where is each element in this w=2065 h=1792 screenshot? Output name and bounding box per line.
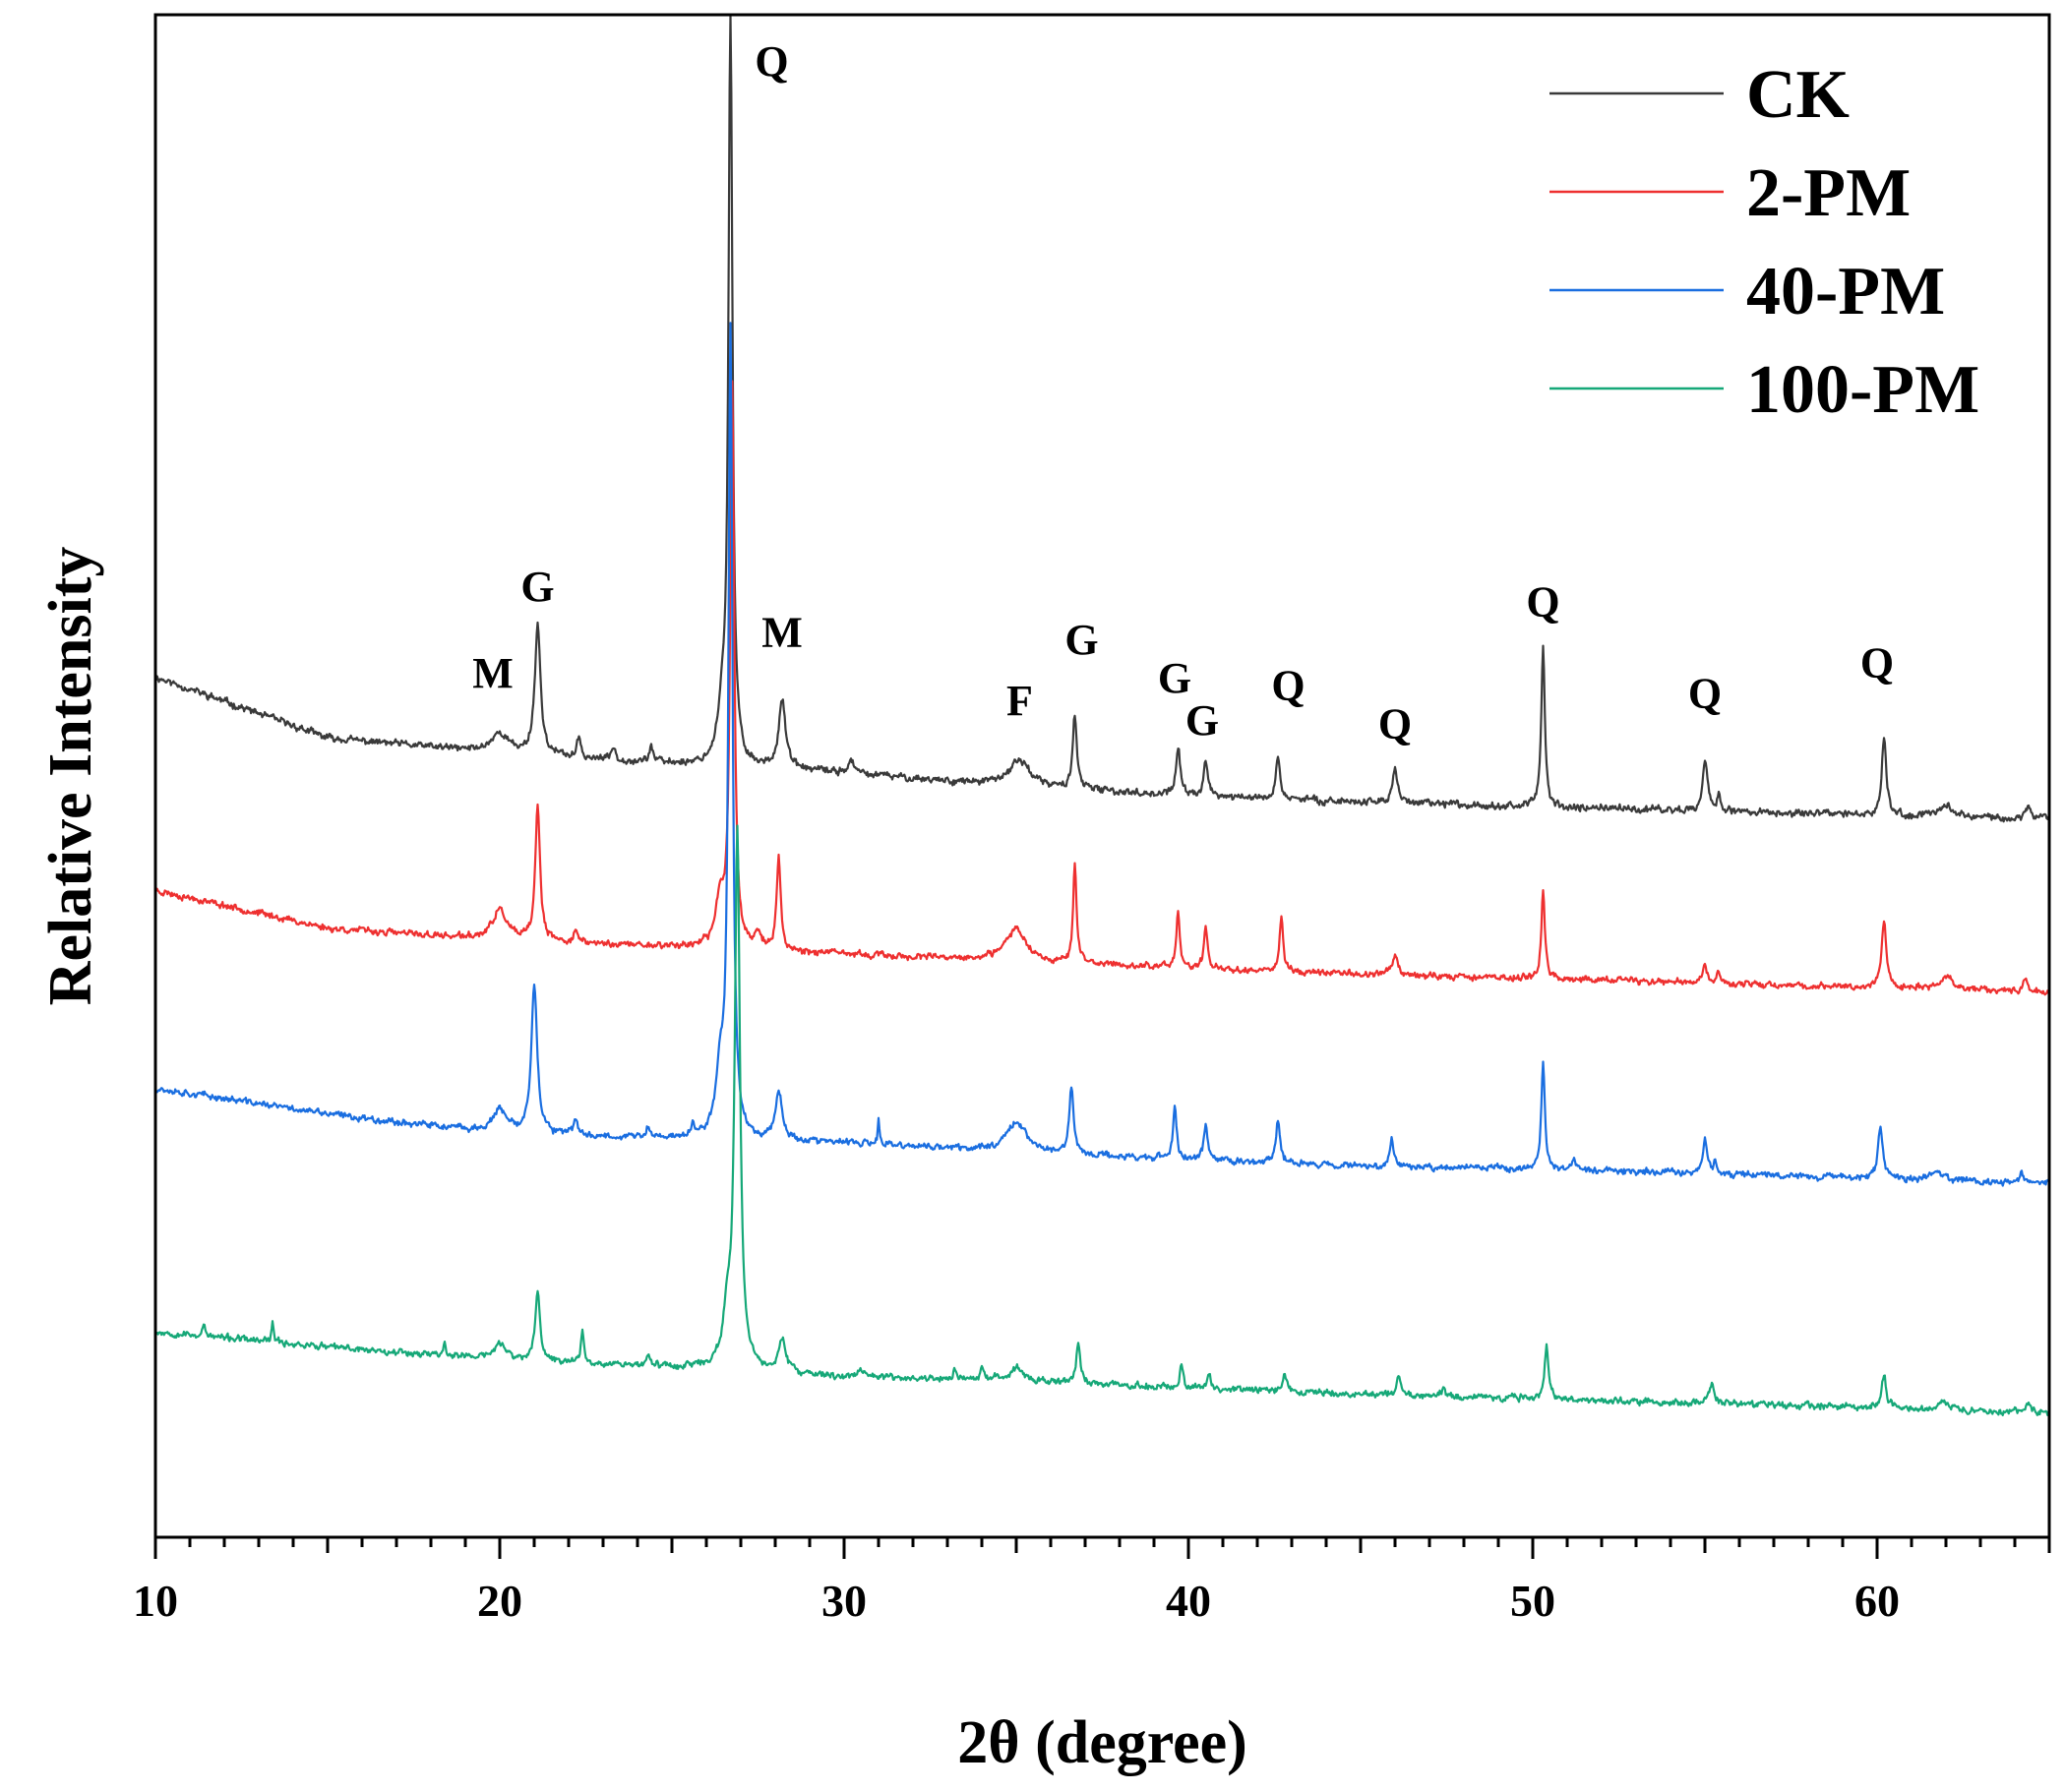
x-tick-label: 30 <box>821 1576 867 1626</box>
series-layer <box>153 13 2051 1417</box>
series-line-40-pm <box>153 322 2051 1187</box>
x-tick-label: 50 <box>1510 1576 1555 1626</box>
peak-label-m: M <box>472 649 514 697</box>
peak-label-q: Q <box>1526 577 1559 626</box>
series-line-2-pm <box>154 380 2050 996</box>
peak-label-g: G <box>1185 696 1219 745</box>
peak-label-q: Q <box>1860 638 1894 687</box>
plot-frame <box>153 13 2051 1539</box>
peak-label-m: M <box>761 608 803 656</box>
x-axis: 10 20 30 40 50 60 <box>133 1537 2051 1626</box>
x-tick-label: 60 <box>1854 1576 1900 1626</box>
legend-label-2-pm: 2-PM <box>1746 155 1911 231</box>
series-line-100-pm <box>154 824 2050 1417</box>
legend-label-100-pm: 100-PM <box>1746 352 1979 428</box>
series-line-ck <box>154 13 2051 823</box>
y-axis-title: Relative Intensity <box>37 547 104 1006</box>
peak-label-g: G <box>1064 616 1098 664</box>
x-tick-label: 10 <box>133 1576 178 1626</box>
peak-label-g: G <box>1158 654 1191 702</box>
legend-label-ck: CK <box>1746 57 1850 133</box>
peak-label-q: Q <box>1688 669 1722 717</box>
peak-label-g: G <box>520 563 554 611</box>
x-tick-label: 20 <box>477 1576 522 1626</box>
peak-label-q: Q <box>755 37 788 86</box>
x-tick-label: 40 <box>1166 1576 1211 1626</box>
legend: CK 2-PM 40-PM 100-PM <box>1549 57 1979 428</box>
legend-label-40-pm: 40-PM <box>1746 254 1945 329</box>
peak-label-q: Q <box>1271 662 1305 710</box>
peak-label-f: F <box>1006 677 1033 725</box>
x-axis-title: 2θ (degree) <box>957 1709 1247 1776</box>
peak-label-q: Q <box>1378 699 1412 747</box>
